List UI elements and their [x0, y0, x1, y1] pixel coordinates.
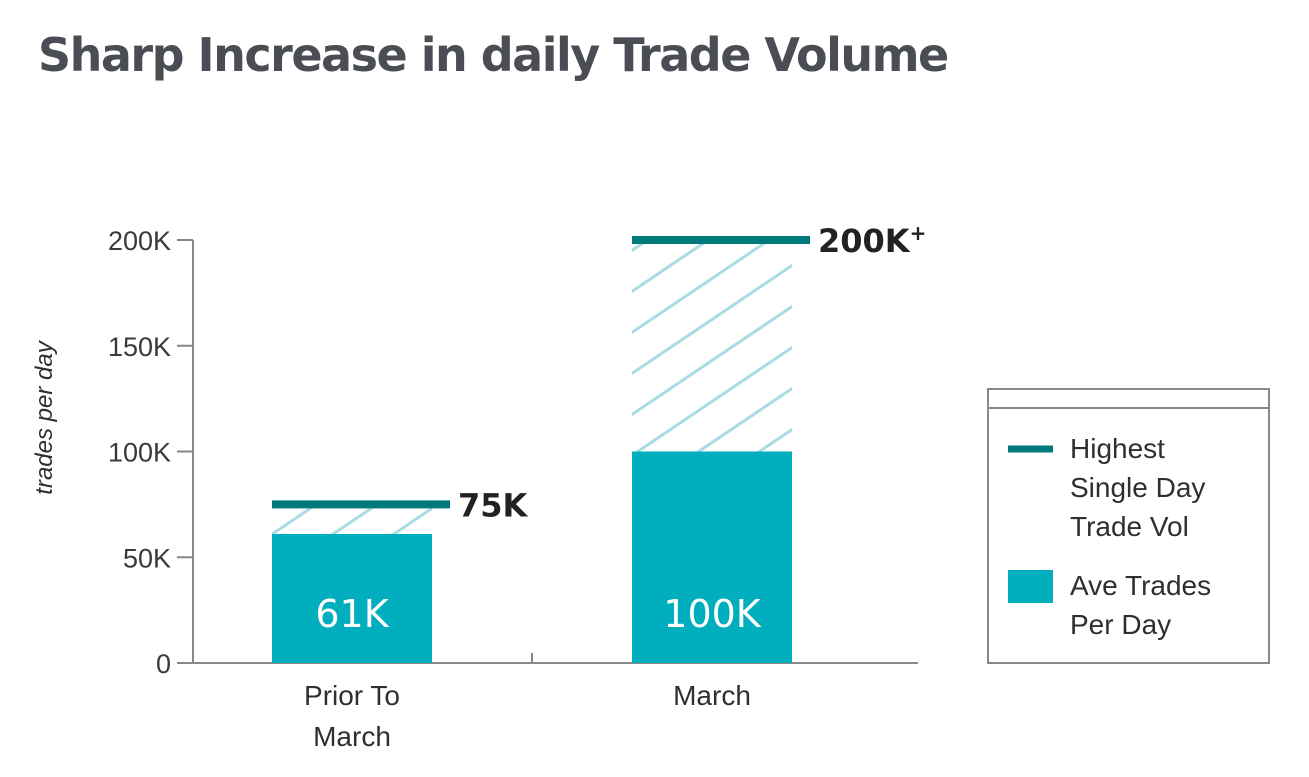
legend-label: Highest: [1070, 433, 1165, 464]
legend-symbol-box: [1008, 570, 1053, 603]
x-category-label: March: [673, 680, 751, 711]
bar-value-label: 61K: [315, 592, 389, 636]
y-axis-label: trades per day: [31, 339, 58, 494]
max-value-suffix: +: [910, 221, 927, 245]
legend-label: Trade Vol: [1070, 511, 1189, 542]
bar-ave-trades: [272, 533, 432, 663]
max-value-label: 200K+: [818, 221, 926, 260]
y-tick-label: 50K: [123, 543, 171, 573]
legend-label: Ave Trades: [1070, 570, 1211, 601]
legend-label: Per Day: [1070, 609, 1171, 640]
y-tick-label: 0: [156, 649, 171, 679]
range-hatch: [632, 240, 792, 452]
y-tick-label: 100K: [108, 438, 171, 468]
x-category-label: Prior To: [304, 680, 400, 711]
x-category-label: March: [313, 721, 391, 752]
bar-ave-trades: [632, 451, 792, 663]
bar-value-label: 100K: [663, 592, 762, 636]
range-hatch: [272, 504, 432, 534]
y-tick-label: 150K: [108, 332, 171, 362]
y-tick-label: 200K: [108, 226, 171, 256]
legend-box: [987, 388, 1270, 664]
chart-title: Sharp Increase in daily Trade Volume: [38, 28, 949, 82]
max-value-text: 200K: [818, 222, 911, 260]
max-value-text: 75K: [458, 486, 529, 524]
max-value-label: 75K: [458, 486, 529, 524]
legend-label: Single Day: [1070, 472, 1205, 503]
